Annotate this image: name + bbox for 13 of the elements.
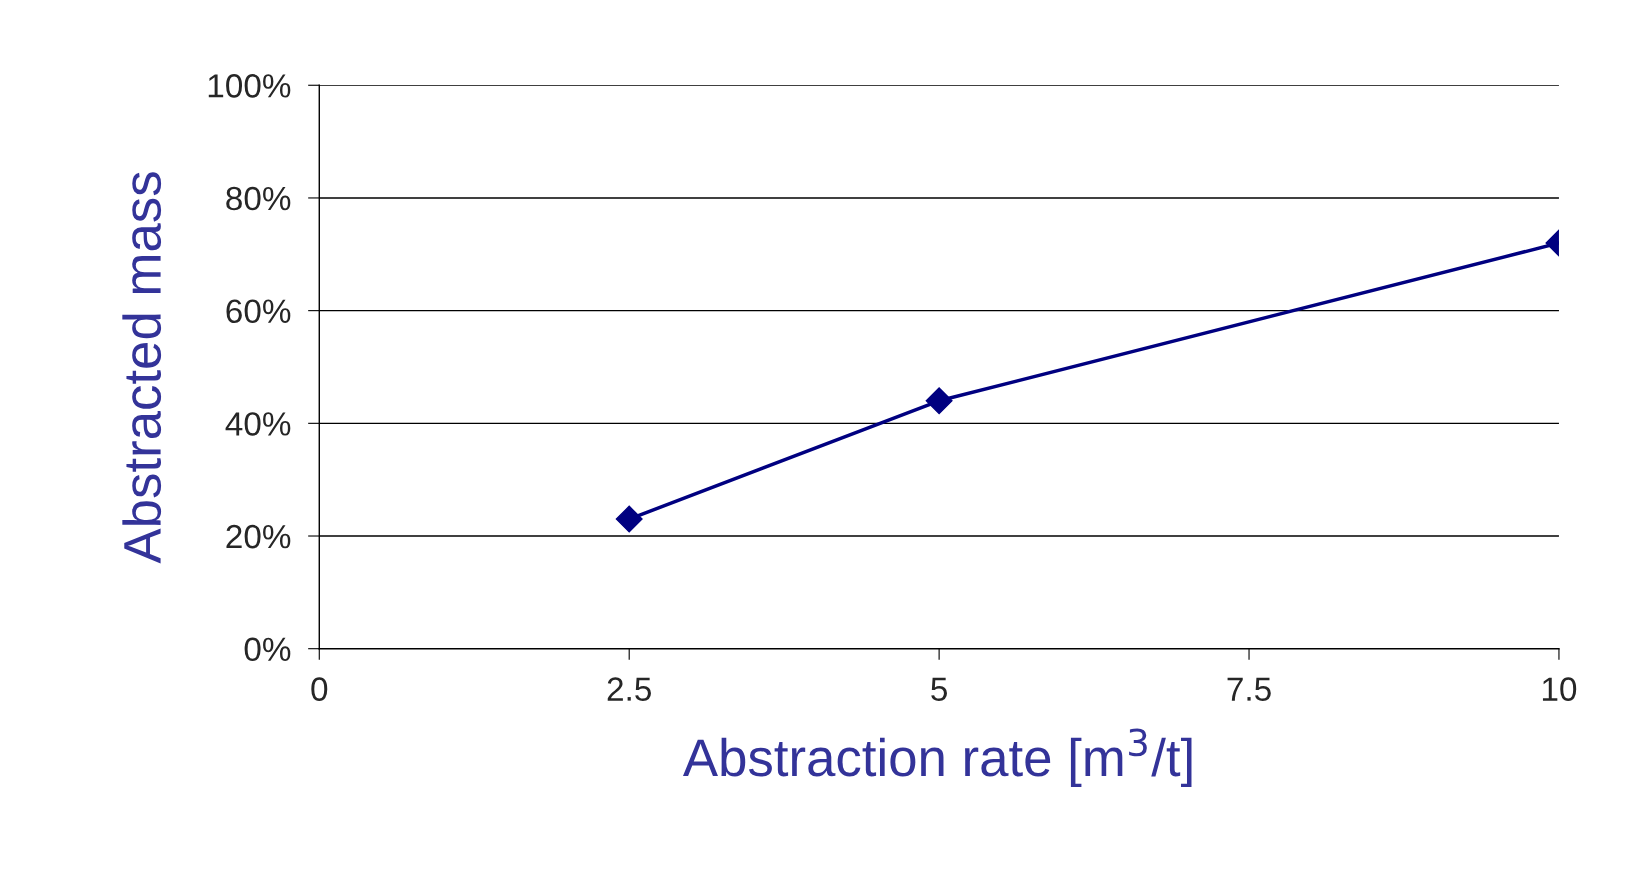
y-tick-label: 40% (225, 412, 291, 436)
x-tick-label: 7.5 (1227, 677, 1271, 701)
y-tick-label: 80% (226, 186, 291, 211)
y-tick-label: 100% (208, 74, 291, 98)
x-axis-title: Abstraction rate [m$^{3}$/t] (682, 728, 1192, 787)
x-tick-label: 0 (311, 677, 328, 701)
y-tick-label: 0% (244, 637, 291, 662)
x-tick-label: 5 (931, 677, 947, 701)
x-tick-label: 2.5 (607, 677, 651, 701)
x-tick-label: 10 (1542, 677, 1577, 701)
y-axis-title: Abstracted mass (122, 172, 162, 564)
y-tick-label: 60% (226, 299, 291, 324)
y-tick-label: 20% (226, 524, 291, 549)
